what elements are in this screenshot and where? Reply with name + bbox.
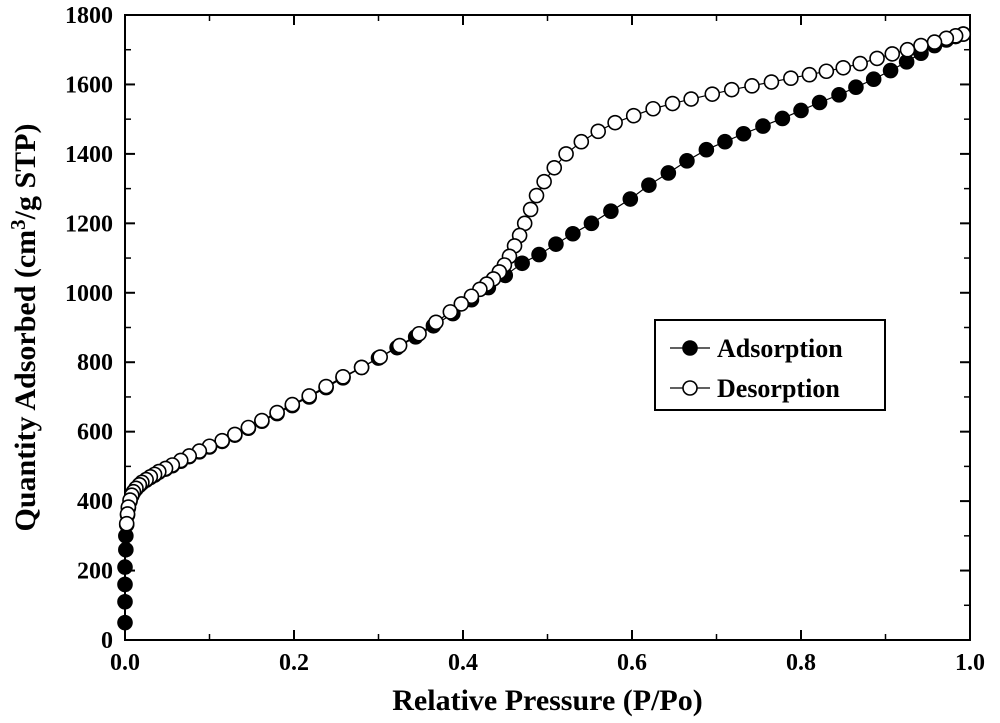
marker-desorption	[355, 360, 369, 374]
marker-desorption	[547, 161, 561, 175]
marker-adsorption	[515, 256, 529, 270]
y-tick-label: 400	[77, 489, 113, 515]
marker-desorption	[646, 102, 660, 116]
marker-adsorption	[813, 96, 827, 110]
x-tick-label: 0.4	[448, 650, 478, 676]
y-axis-title: Quantity Adsorbed (cm3/g STP)	[6, 123, 42, 531]
marker-adsorption	[549, 237, 563, 251]
marker-adsorption	[118, 595, 132, 609]
marker-adsorption	[661, 166, 675, 180]
y-tick-label: 600	[77, 420, 113, 446]
legend-marker-desorption	[683, 381, 697, 395]
marker-desorption	[255, 414, 269, 428]
x-tick-label: 0.6	[617, 650, 647, 676]
marker-desorption	[443, 305, 457, 319]
marker-desorption	[270, 406, 284, 420]
marker-desorption	[802, 68, 816, 82]
marker-adsorption	[118, 560, 132, 574]
marker-desorption	[627, 109, 641, 123]
marker-adsorption	[737, 127, 751, 141]
marker-desorption	[900, 43, 914, 57]
marker-adsorption	[832, 88, 846, 102]
marker-desorption	[928, 35, 942, 49]
marker-adsorption	[119, 543, 133, 557]
marker-adsorption	[884, 64, 898, 78]
marker-adsorption	[699, 143, 713, 157]
isotherm-chart: 0.0 0.2 0.4 0.6 0.8 1.0 0 200 400 600 800 1000 1200 1…	[0, 0, 1000, 718]
marker-desorption	[215, 434, 229, 448]
marker-desorption	[393, 339, 407, 353]
x-tick-label: 0.2	[279, 650, 309, 676]
marker-desorption	[285, 398, 299, 412]
marker-desorption	[885, 47, 899, 61]
marker-desorption	[429, 315, 443, 329]
marker-adsorption	[532, 248, 546, 262]
marker-desorption	[537, 175, 551, 189]
x-tick-label: 0.0	[110, 650, 140, 676]
y-tick-label: 800	[77, 350, 113, 376]
marker-adsorption	[623, 192, 637, 206]
marker-desorption	[819, 64, 833, 78]
marker-desorption	[591, 124, 605, 138]
marker-desorption	[914, 39, 928, 53]
x-axis-title: Relative Pressure (P/Po)	[392, 684, 702, 717]
marker-desorption	[725, 83, 739, 97]
marker-desorption	[524, 202, 538, 216]
y-tick-label: 200	[77, 559, 113, 585]
marker-desorption	[120, 517, 134, 531]
marker-adsorption	[584, 216, 598, 230]
marker-desorption	[302, 389, 316, 403]
y-tick-label: 1400	[65, 142, 113, 168]
marker-adsorption	[680, 154, 694, 168]
marker-desorption	[684, 92, 698, 106]
marker-desorption	[228, 427, 242, 441]
marker-desorption	[705, 87, 719, 101]
marker-desorption	[836, 61, 850, 75]
x-tick-label: 0.8	[786, 650, 816, 676]
marker-desorption	[336, 370, 350, 384]
marker-desorption	[412, 327, 426, 341]
marker-adsorption	[642, 178, 656, 192]
marker-desorption	[666, 97, 680, 111]
marker-desorption	[784, 71, 798, 85]
x-tick-label: 1.0	[955, 650, 985, 676]
marker-desorption	[870, 51, 884, 65]
y-tick-label: 1600	[65, 72, 113, 98]
marker-desorption	[530, 189, 544, 203]
y-tick-label: 0	[101, 628, 113, 654]
marker-desorption	[608, 116, 622, 130]
y-tick-label: 1800	[65, 3, 113, 29]
marker-adsorption	[604, 204, 618, 218]
legend-label: Desorption	[717, 374, 840, 403]
marker-adsorption	[756, 119, 770, 133]
marker-desorption	[574, 135, 588, 149]
marker-adsorption	[566, 227, 580, 241]
marker-desorption	[559, 147, 573, 161]
marker-adsorption	[118, 616, 132, 630]
legend-label: Adsorption	[717, 334, 843, 363]
marker-adsorption	[867, 72, 881, 86]
y-tick-label: 1000	[65, 281, 113, 307]
marker-desorption	[373, 350, 387, 364]
marker-desorption	[241, 421, 255, 435]
marker-adsorption	[118, 577, 132, 591]
legend-marker-adsorption	[683, 341, 697, 355]
marker-adsorption	[718, 135, 732, 149]
marker-adsorption	[849, 80, 863, 94]
marker-adsorption	[794, 103, 808, 117]
marker-desorption	[764, 75, 778, 89]
series-line-desorption	[127, 34, 964, 524]
marker-desorption	[319, 380, 333, 394]
y-tick-label: 1200	[65, 211, 113, 237]
marker-adsorption	[775, 111, 789, 125]
chart-svg: 0.0 0.2 0.4 0.6 0.8 1.0 0 200 400 600 800 1000 1200 1…	[0, 0, 1000, 718]
marker-desorption	[853, 57, 867, 71]
marker-desorption	[745, 79, 759, 93]
